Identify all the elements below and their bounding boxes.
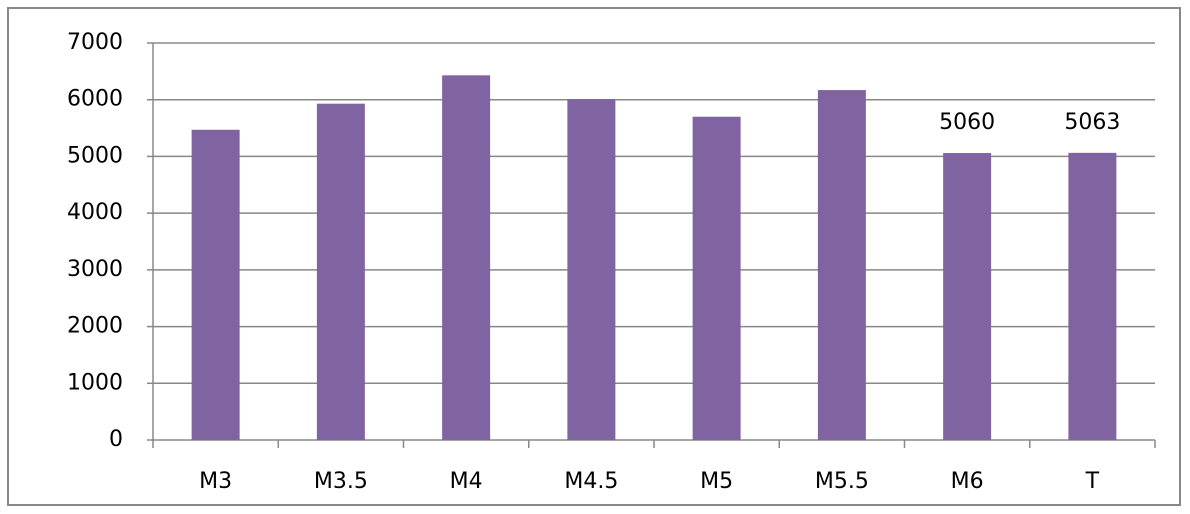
x-tick-label: M5: [700, 469, 733, 494]
bar: [1068, 152, 1117, 440]
bar: [692, 116, 741, 440]
data-label: 5063: [1064, 110, 1120, 135]
bar: [316, 103, 365, 440]
y-tick-label: 2000: [67, 314, 123, 339]
bar: [567, 99, 616, 440]
x-tick-label: T: [1085, 469, 1100, 494]
bar: [817, 90, 866, 440]
bar: [943, 153, 992, 441]
y-tick-label: 3000: [67, 257, 123, 282]
x-tick-label: M6: [951, 469, 984, 494]
x-tick-label: M4.5: [564, 469, 618, 494]
x-tick-label: M3: [199, 469, 232, 494]
y-tick-label: 5000: [67, 143, 123, 168]
y-tick-label: 4000: [67, 200, 123, 225]
y-tick-label: 0: [109, 427, 123, 452]
bar: [191, 129, 240, 440]
x-tick-label: M3.5: [314, 469, 368, 494]
x-tick-label: M5.5: [815, 469, 869, 494]
y-tick-label: 1000: [67, 370, 123, 395]
data-label: 5060: [939, 110, 995, 135]
x-tick-label: M4: [450, 469, 483, 494]
bar: [442, 75, 491, 440]
y-tick-label: 7000: [67, 30, 123, 55]
y-tick-label: 6000: [67, 87, 123, 112]
